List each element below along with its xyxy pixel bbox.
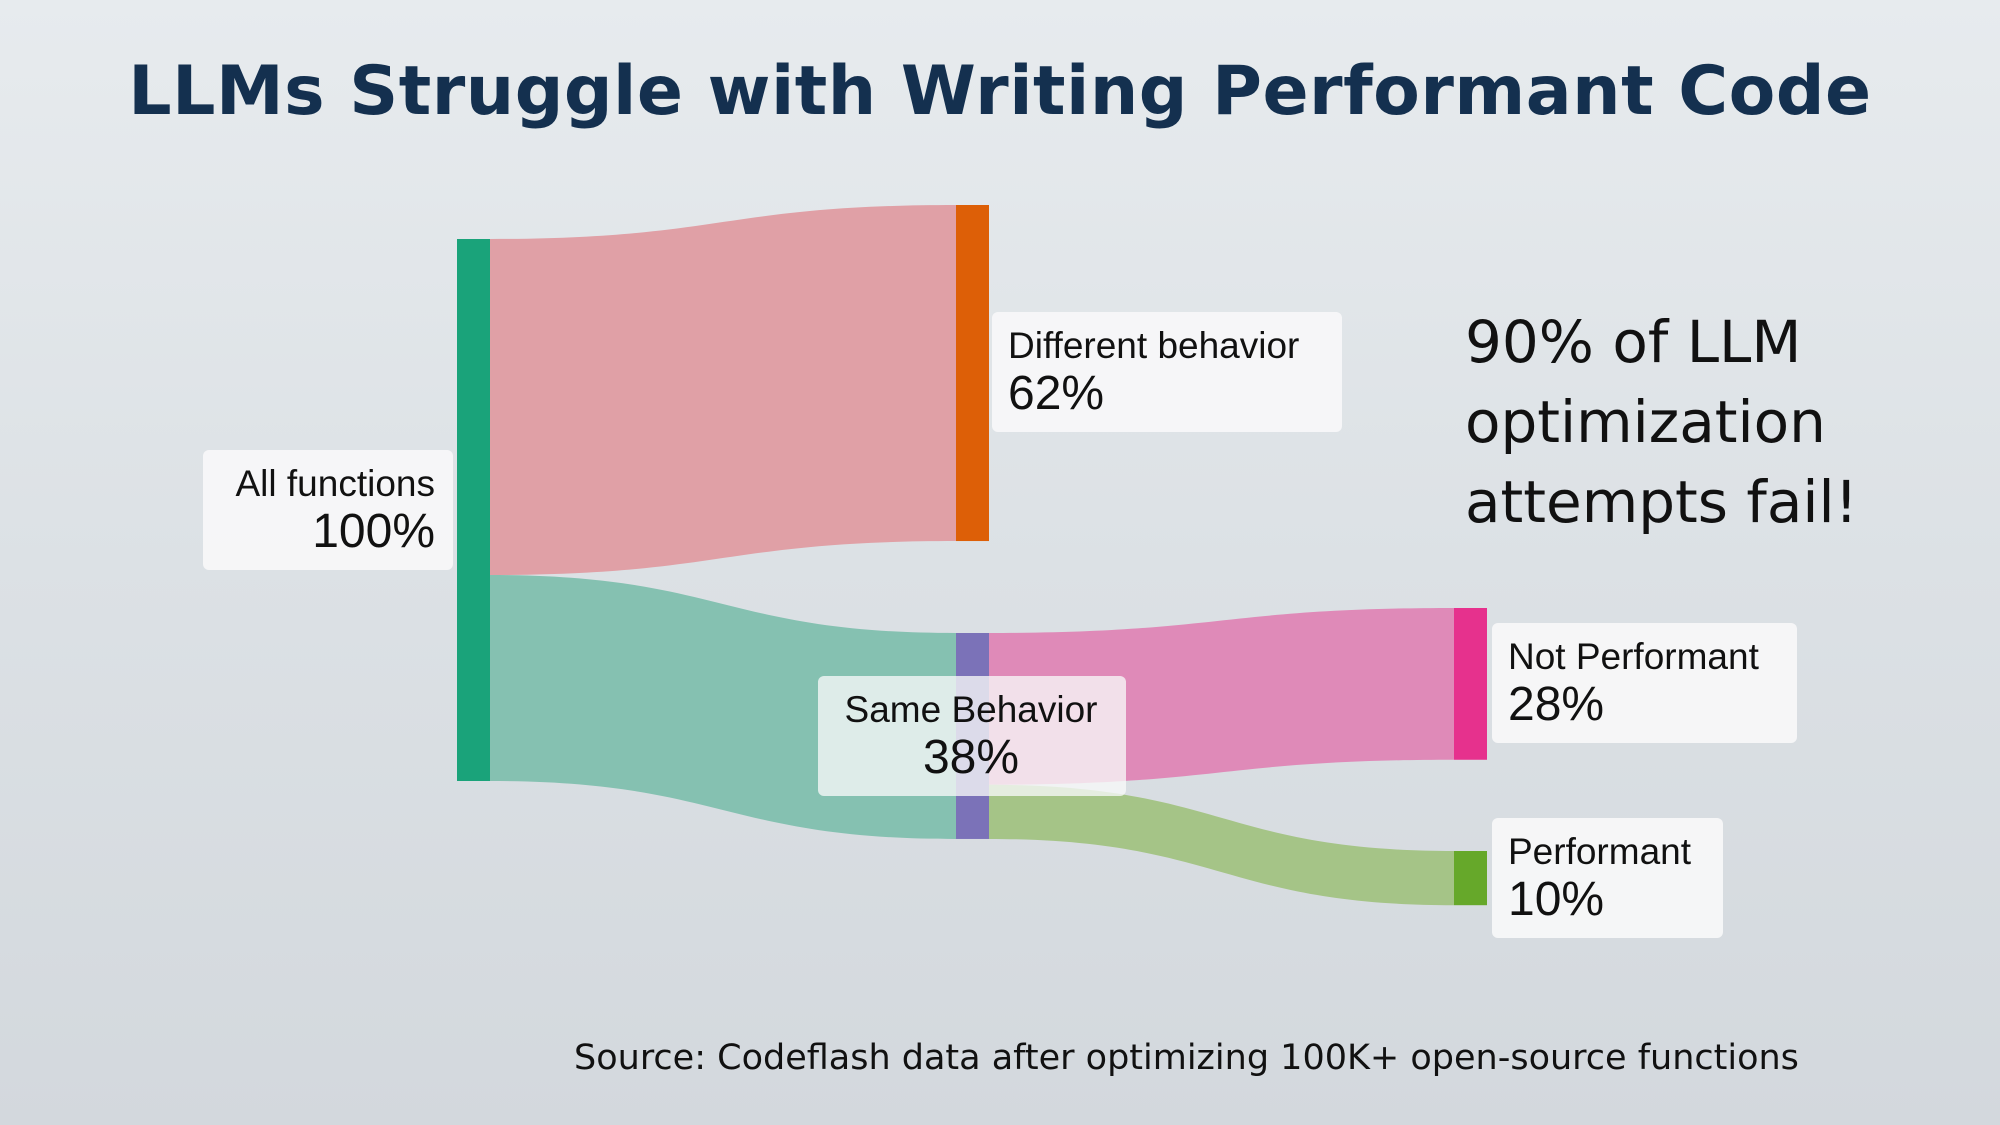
- label-same-behavior-name: Same Behavior: [844, 689, 1098, 730]
- label-different-behavior-value: 62%: [1008, 367, 1105, 420]
- label-all-functions-name: All functions: [235, 463, 436, 504]
- node-perf: [1454, 851, 1487, 906]
- label-performant-value: 10%: [1508, 873, 1605, 926]
- node-diff: [956, 205, 989, 542]
- link-all-to-diff: [490, 205, 956, 576]
- label-not-performant-name: Not Performant: [1508, 636, 1759, 677]
- label-performant-name: Performant: [1508, 831, 1692, 872]
- node-notperf: [1454, 608, 1487, 760]
- label-not-performant-value: 28%: [1508, 678, 1605, 731]
- node-all: [457, 239, 490, 781]
- label-not-performant: Not Performant 28%: [1492, 623, 1797, 743]
- label-same-behavior-value: 38%: [922, 731, 1020, 784]
- source-note: Source: Codeflash data after optimizing …: [574, 1038, 1799, 1078]
- label-performant: Performant 10%: [1492, 818, 1723, 938]
- callout-text: 90% of LLM optimization attempts fail!: [1465, 308, 1858, 536]
- label-all-functions: All functions 100%: [203, 450, 453, 570]
- label-same-behavior: Same Behavior 38%: [818, 676, 1126, 796]
- page-title: LLMs Struggle with Writing Performant Co…: [128, 52, 1872, 131]
- label-all-functions-value: 100%: [312, 505, 435, 558]
- label-different-behavior: Different behavior 62%: [992, 312, 1342, 432]
- link-same-to-perf: [989, 784, 1454, 906]
- label-different-behavior-name: Different behavior: [1008, 325, 1300, 366]
